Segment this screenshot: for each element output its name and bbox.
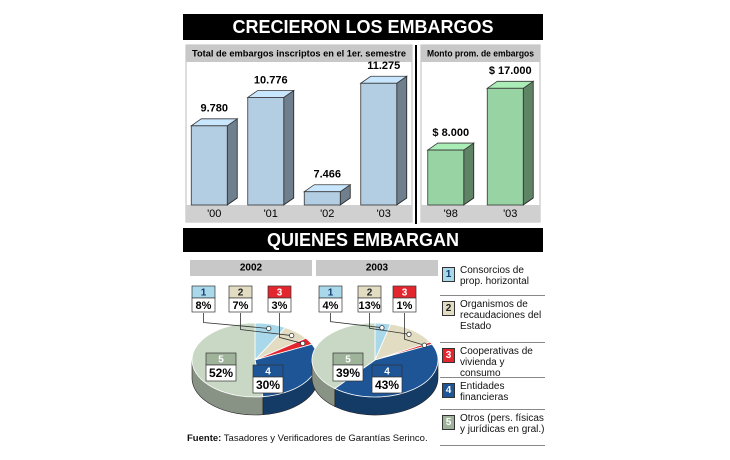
bar-side	[283, 89, 295, 206]
slice-number: 5	[218, 355, 224, 366]
legend-item: 3 Cooperativas de vivienda y consumo	[440, 343, 545, 379]
bar-side	[396, 75, 408, 206]
legend-number: 5	[442, 415, 455, 430]
slice-number: 1	[328, 288, 334, 299]
value-label: 4%	[323, 300, 339, 312]
slice-number: 4	[265, 367, 271, 378]
bar	[303, 191, 341, 206]
bar	[247, 97, 285, 206]
bar	[360, 82, 398, 206]
percent-box	[332, 364, 364, 382]
bar-side	[522, 80, 534, 206]
slice-number: 2	[238, 288, 244, 299]
value-label: 13%	[358, 300, 380, 312]
x-tick-label: '00	[207, 208, 221, 220]
slice-number: 3	[402, 288, 408, 299]
x-tick-label: '03	[503, 208, 517, 220]
bar	[486, 87, 524, 206]
value-label: $ 17.000	[489, 65, 532, 77]
legend-item: 1 Consorcios de prop. horizontal	[440, 262, 545, 296]
value-label: 1%	[397, 300, 413, 312]
leader-line	[203, 313, 269, 329]
axis-band	[421, 205, 540, 222]
bar	[427, 149, 465, 206]
banner-title: CRECIERON LOS EMBARGOS	[232, 17, 493, 37]
legend-label: Otros (pers. físicas y jurídicas en gral…	[460, 413, 545, 435]
leader-line	[240, 313, 292, 336]
legend-label: Cooperativas de vivienda y consumo	[460, 346, 533, 379]
value-label: $ 8.000	[432, 127, 469, 139]
leader-dot	[421, 342, 427, 348]
leader-line	[404, 313, 425, 346]
leader-dot	[266, 325, 272, 332]
slice-number: 4	[384, 367, 390, 378]
legend-number: 2	[442, 301, 455, 316]
panel-header	[421, 45, 540, 62]
pie-title: 2003	[366, 263, 389, 274]
value-label: 30%	[256, 378, 280, 392]
leader-dot	[379, 325, 385, 331]
x-tick-label: '02	[320, 208, 334, 220]
leader-line	[279, 313, 303, 344]
legend-number: 4	[442, 383, 455, 398]
legend-item: 5 Otros (pers. físicas y jurídicas en gra…	[440, 410, 545, 446]
pie-title: 2002	[240, 263, 263, 274]
percent-box	[357, 297, 382, 313]
leader-line	[330, 313, 382, 329]
value-label: 39%	[336, 366, 360, 380]
source: Fuente: Tasadores y Verificadores de Gar…	[187, 433, 428, 444]
value-label: 43%	[375, 378, 399, 392]
leader-line	[369, 313, 410, 335]
value-label: 10.776	[254, 74, 288, 86]
panel-header	[186, 45, 412, 62]
percent-box	[205, 364, 237, 382]
x-tick-label: '01	[264, 208, 278, 220]
legend-item: 2 Organismos de recaudaciones del Estado	[440, 296, 545, 343]
value-label: 3%	[272, 300, 288, 312]
percent-box	[252, 376, 284, 394]
percent-box	[318, 297, 343, 313]
slice-number: 2	[367, 288, 373, 299]
x-tick-label: '03	[377, 208, 391, 220]
axis-band	[186, 205, 412, 222]
banner-title: QUIENES EMBARGAN	[267, 230, 459, 250]
x-tick-label: '98	[444, 208, 458, 220]
slice-number: 5	[345, 355, 351, 366]
slice-number: 3	[277, 288, 283, 299]
panel-title: Total de embargos inscriptos en el 1er. …	[192, 48, 406, 58]
bar	[190, 125, 228, 206]
value-label: 7.466	[313, 169, 341, 181]
banner	[183, 228, 543, 252]
percent-box	[191, 297, 216, 313]
source-label: Fuente:	[187, 433, 222, 444]
panel-title: Monto prom. de embargos	[427, 48, 534, 58]
slice-number: 1	[201, 288, 207, 299]
legend-number: 1	[442, 267, 455, 282]
banner	[183, 14, 543, 40]
bar-side	[226, 118, 238, 206]
leader-dot	[406, 331, 412, 337]
value-label: 8%	[196, 300, 212, 312]
legend-label: Organismos de recaudaciones del Estado	[460, 299, 542, 332]
value-label: 7%	[233, 300, 249, 312]
value-label: 52%	[209, 366, 233, 380]
source-text: Tasadores y Verificadores de Garantías S…	[223, 433, 428, 444]
value-label: 11.275	[367, 60, 400, 72]
percent-box	[371, 376, 403, 394]
percent-box	[267, 297, 292, 313]
legend-item: 4 Entidades financieras	[440, 378, 545, 410]
legend-number: 3	[442, 348, 455, 363]
leader-dot	[300, 340, 306, 347]
percent-box	[392, 297, 417, 313]
leader-dot	[289, 332, 295, 339]
pie-header	[316, 260, 438, 276]
legend-label: Consorcios de prop. horizontal	[460, 265, 529, 287]
pie-header	[190, 260, 312, 276]
legend-label: Entidades financieras	[460, 381, 509, 403]
percent-box	[228, 297, 253, 313]
bar-side	[463, 142, 475, 206]
value-label: 9.780	[200, 103, 228, 115]
